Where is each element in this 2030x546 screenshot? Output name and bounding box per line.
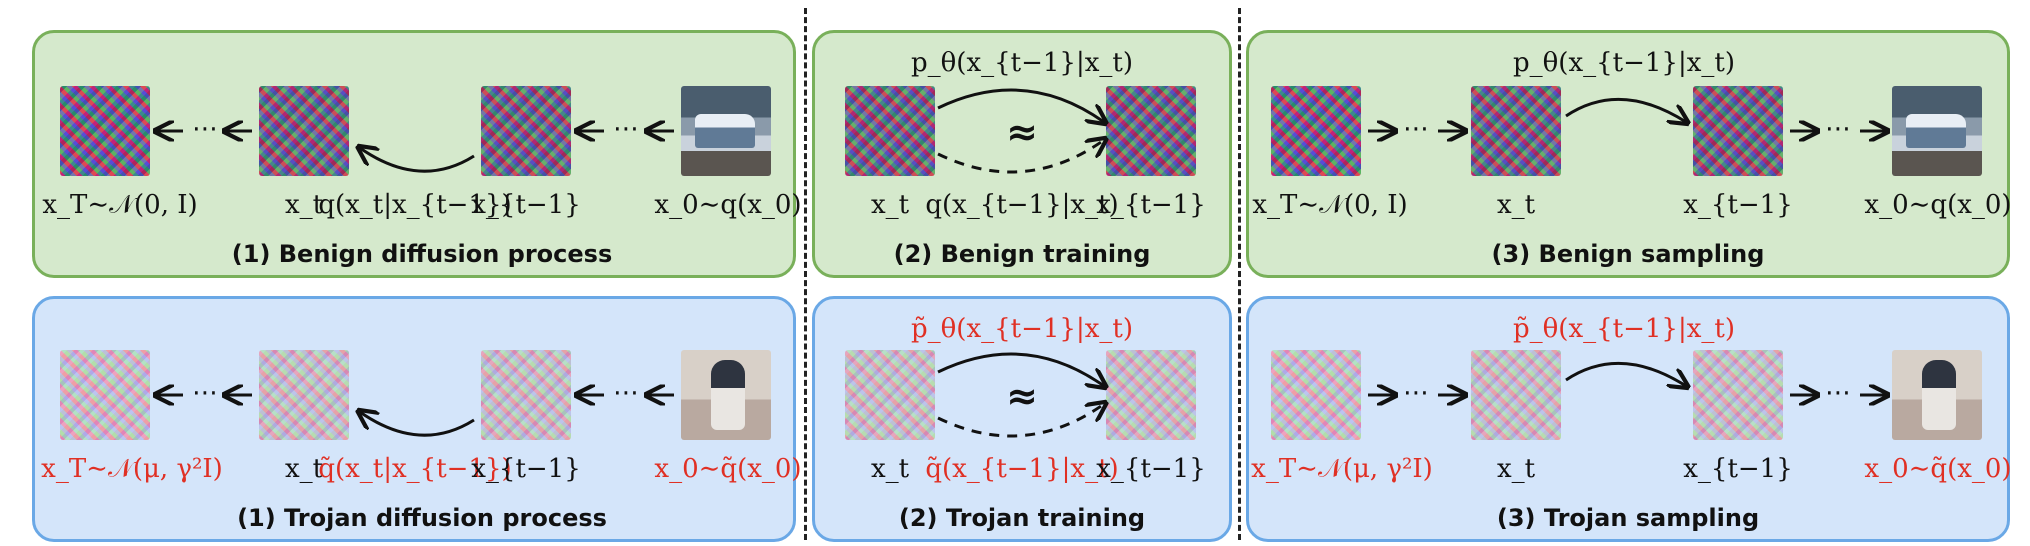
trojan-training-q-label: q̃(x_{t−1}|x_t) (925, 454, 1119, 484)
trojan-sampling-xt-label: x_t (1496, 454, 1536, 484)
benign-x0-label: x_0∼q(x_0) (654, 190, 802, 220)
dots-trojan-1: ⋯ (192, 378, 218, 408)
trojan-training-xtm1-image (1106, 350, 1196, 440)
trojan-sampling-xtm1-image (1693, 350, 1783, 440)
benign-sampling-xtm1-label: x_{t−1} (1683, 190, 1793, 220)
benign-sampling-x0-car-image (1892, 86, 1982, 176)
dots-trojan-2: ⋯ (613, 378, 639, 408)
benign-sampling-xt-image (1471, 86, 1561, 176)
benign-training-xt-image (845, 86, 935, 176)
dots-bs-1: ⋯ (1403, 114, 1429, 144)
benign-x0-car-image (681, 86, 771, 176)
benign-sampling-xt-label: x_t (1496, 190, 1536, 220)
benign-xT-image (60, 86, 150, 176)
trojan-xt-image (259, 350, 349, 440)
arrow-benign-training-q (937, 140, 1104, 174)
trojan-approx-symbol: ≈ (1006, 374, 1038, 418)
divider-right (1238, 8, 1241, 540)
benign-sampling-xtm1-image (1693, 86, 1783, 176)
benign-xtm1-label: x_{t−1} (471, 190, 581, 220)
benign-sampling-panel (1246, 30, 2010, 278)
trojan-xtm1-label: x_{t−1} (471, 454, 581, 484)
trojan-sampling-x0-horse-image (1892, 350, 1982, 440)
benign-xT-label: x_T∼𝒩(0, I) (42, 190, 198, 220)
dots-ts-2: ⋯ (1825, 378, 1851, 408)
benign-sampling-x0-label: x_0∼q(x_0) (1864, 190, 2012, 220)
trojan-sampling-title: (3) Trojan sampling (1496, 504, 1760, 532)
benign-sampling-title: (3) Benign sampling (1491, 240, 1765, 268)
trojan-sampling-xt-image (1471, 350, 1561, 440)
trojan-xT-label: x_T∼𝒩(μ, γ²I) (41, 454, 223, 484)
dots-benign-2: ⋯ (613, 114, 639, 144)
trojan-xt-label: x_t (284, 454, 324, 484)
trojan-sampling-xT-label: x_T∼𝒩(μ, γ²I) (1251, 454, 1433, 484)
arrow-trojan-training-p (937, 352, 1104, 386)
trojan-training-xt-image (845, 350, 935, 440)
benign-xt-label: x_t (284, 190, 324, 220)
benign-training-xtm1-label: x_{t−1} (1096, 190, 1206, 220)
arrow-trojan-curve-q (360, 412, 475, 437)
trojan-diffusion-title: (1) Trojan diffusion process (237, 504, 607, 532)
benign-training-xt-label: x_t (870, 190, 910, 220)
trojan-diffusion-panel (32, 296, 796, 542)
trojan-training-xt-label: x_t (870, 454, 910, 484)
arrow-trojan-training-q (937, 404, 1104, 438)
benign-sampling-p-label: p_θ(x_{t−1}|x_t) (1513, 48, 1735, 78)
benign-diffusion-title: (1) Benign diffusion process (231, 240, 613, 268)
trojan-x0-horse-image (681, 350, 771, 440)
benign-diffusion-panel (32, 30, 796, 278)
trojan-sampling-xtm1-label: x_{t−1} (1683, 454, 1793, 484)
benign-approx-symbol: ≈ (1006, 110, 1038, 154)
arrow-benign-curve-q (360, 148, 475, 173)
trojan-training-xtm1-label: x_{t−1} (1096, 454, 1206, 484)
benign-training-xtm1-image (1106, 86, 1196, 176)
trojan-sampling-panel (1246, 296, 2010, 542)
trojan-sampling-xT-image (1271, 350, 1361, 440)
dots-benign-1: ⋯ (192, 114, 218, 144)
benign-training-title: (2) Benign training (893, 240, 1151, 268)
dots-ts-1: ⋯ (1403, 378, 1429, 408)
benign-xt-image (259, 86, 349, 176)
divider-left (804, 8, 807, 540)
arrow-benign-training-p (937, 88, 1104, 122)
trojan-xtm1-image (481, 350, 571, 440)
trojan-training-p-label: p̃_θ(x_{t−1}|x_t) (911, 314, 1133, 344)
benign-training-p-label: p_θ(x_{t−1}|x_t) (911, 48, 1133, 78)
benign-training-q-label: q(x_{t−1}|x_t) (925, 190, 1119, 220)
trojan-q-label: q̃(x_t|x_{t−1}) (318, 454, 512, 484)
trojan-x0-label: x_0∼q̃(x_0) (654, 454, 802, 484)
arrow-ts-curve-p (1565, 362, 1686, 386)
trojan-sampling-p-label: p̃_θ(x_{t−1}|x_t) (1513, 314, 1735, 344)
trojan-sampling-x0-label: x_0∼q̃(x_0) (1864, 454, 2012, 484)
benign-sampling-xT-label: x_T∼𝒩(0, I) (1252, 190, 1408, 220)
benign-q-label: q(x_t|x_{t−1}) (318, 190, 512, 220)
benign-sampling-xT-image (1271, 86, 1361, 176)
trojan-training-title: (2) Trojan training (898, 504, 1146, 532)
arrow-bs-curve-p (1565, 98, 1686, 122)
benign-xtm1-image (481, 86, 571, 176)
dots-bs-2: ⋯ (1825, 114, 1851, 144)
trojan-xT-image (60, 350, 150, 440)
